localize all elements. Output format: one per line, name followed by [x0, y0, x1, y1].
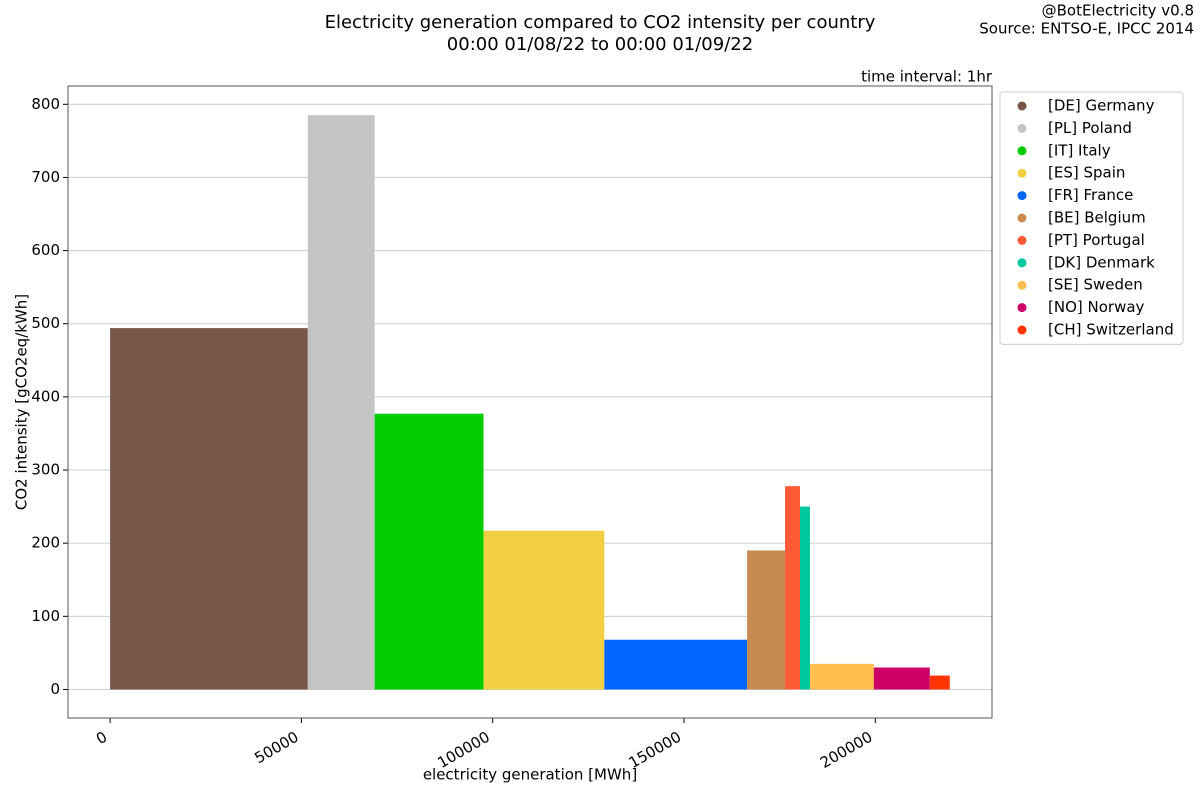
y-tick-label: 400 [31, 387, 60, 405]
bar [110, 328, 308, 690]
credit: @BotElectricity v0.8 [1042, 2, 1194, 20]
x-tick-label: 200000 [817, 728, 876, 772]
x-tick-label: 0 [93, 728, 110, 748]
bar [800, 506, 810, 690]
plot-frame [67, 85, 993, 719]
y-tick-label: 200 [31, 534, 60, 552]
legend-marker [1017, 146, 1027, 156]
bar [785, 486, 801, 690]
bar [873, 667, 930, 690]
bar [374, 413, 484, 690]
y-tick-label: 700 [31, 168, 60, 186]
annotation: time interval: 1hr [861, 68, 993, 86]
x-axis-label: electricity generation [MWh] [423, 766, 637, 784]
legend-marker [1017, 191, 1027, 201]
legend-marker [1017, 235, 1027, 245]
legend-box [999, 91, 1184, 345]
chart-subtitle: 00:00 01/08/22 to 00:00 01/09/22 [447, 34, 753, 55]
legend-label: [IT] Italy [1048, 141, 1111, 159]
legend-label: [PT] Portugal [1048, 231, 1145, 249]
legend-label: [PL] Poland [1048, 119, 1132, 137]
legend-label: [DK] Denmark [1048, 253, 1155, 271]
y-tick-label: 800 [31, 95, 60, 113]
x-tick-label: 50000 [251, 728, 301, 767]
bar [929, 675, 950, 690]
legend-label: [DE] Germany [1048, 97, 1155, 115]
bar [809, 663, 874, 690]
legend-label: [FR] France [1048, 186, 1133, 204]
y-tick-label: 300 [31, 461, 60, 479]
legend-label: [BE] Belgium [1048, 209, 1146, 227]
legend-marker [1017, 280, 1027, 290]
legend-marker [1017, 168, 1027, 178]
legend-label: [SE] Sweden [1048, 276, 1143, 294]
source: Source: ENTSO-E, IPCC 2014 [979, 20, 1194, 38]
y-tick-label: 600 [31, 241, 60, 259]
legend-label: [NO] Norway [1048, 298, 1145, 316]
y-tick-label: 0 [50, 680, 60, 698]
legend-marker [1017, 325, 1027, 335]
chart-title: Electricity generation compared to CO2 i… [325, 12, 876, 33]
x-tick-label: 150000 [626, 728, 685, 772]
legend-marker [1017, 213, 1027, 223]
legend-marker [1017, 101, 1027, 111]
bar [307, 115, 375, 690]
legend-marker [1017, 258, 1027, 268]
legend-marker [1017, 123, 1027, 133]
legend-marker [1017, 303, 1027, 313]
y-axis-label: CO2 intensity [gCO2eq/kWh] [13, 294, 31, 510]
y-tick-label: 100 [31, 607, 60, 625]
bar [604, 639, 748, 690]
legend-label: [ES] Spain [1048, 164, 1125, 182]
y-tick-label: 500 [31, 314, 60, 332]
bar [483, 530, 605, 690]
legend-label: [CH] Switzerland [1048, 321, 1174, 339]
bar [747, 550, 786, 690]
